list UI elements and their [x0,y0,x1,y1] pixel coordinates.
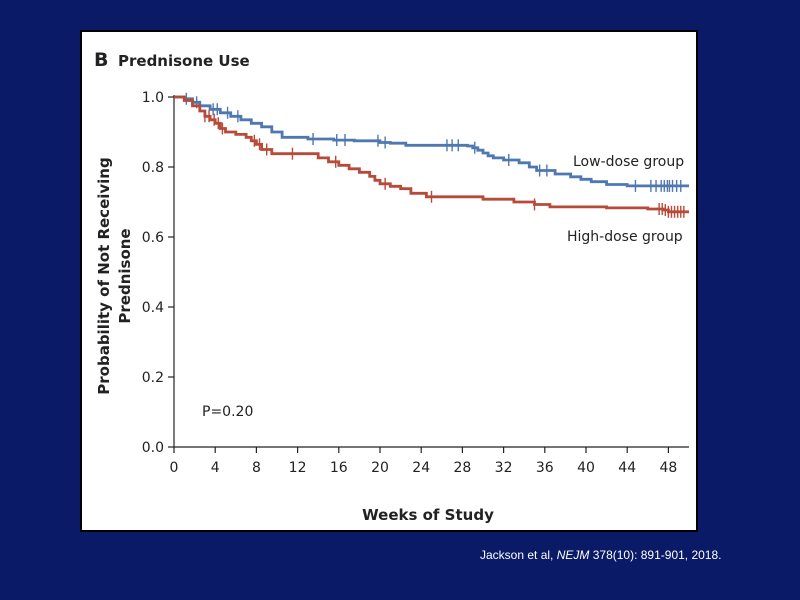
x-tick-label: 8 [252,460,261,476]
x-tick-label: 24 [412,460,430,476]
citation-details: 378(10): 891-901, 2018. [589,548,722,562]
series-high-dose [174,95,689,218]
chart-title: Prednisone Use [118,52,250,70]
y-tick-label: 0.2 [142,370,164,386]
y-tick-label: 0.6 [142,230,164,246]
x-axis-label: Weeks of Study [362,506,494,524]
y-tick-label: 0.4 [142,300,164,316]
x-tick-label: 0 [170,460,179,476]
x-tick-label: 12 [289,460,307,476]
series-label-low-dose: Low-dose group [573,154,684,170]
series-low-dose [174,92,689,192]
y-tick-label: 0.0 [142,440,164,456]
series-label-high-dose: High-dose group [567,229,683,245]
x-tick-label: 48 [659,460,677,476]
x-tick-label: 28 [453,460,471,476]
survival-curve [174,95,689,188]
panel-label: B [94,49,108,71]
km-chart: B Prednisone Use Probability of Not Rece… [94,49,689,524]
axes: 0 4 8 12 16 20 24 28 32 36 40 44 480.00.20.40.60.81.… [142,90,689,476]
p-value-annotation: P=0.20 [202,404,253,420]
x-tick-label: 16 [330,460,348,476]
citation-author: Jackson et al, [480,548,557,562]
x-tick-label: 44 [618,460,636,476]
y-tick-label: 1.0 [142,90,164,106]
x-tick-label: 36 [536,460,554,476]
x-tick-label: 4 [211,460,220,476]
citation-journal: NEJM [556,548,590,562]
x-tick-label: 32 [495,460,513,476]
x-tick-label: 40 [577,460,595,476]
chart-panel: B Prednisone Use Probability of Not Rece… [80,30,698,532]
y-tick-label: 0.8 [142,160,164,176]
y-axis-label-line2: Prednisone [116,228,134,323]
citation: Jackson et al, NEJM 378(10): 891-901, 20… [480,548,722,562]
x-tick-label: 20 [371,460,389,476]
series-layer [174,92,689,218]
y-axis-label-line1: Probability of Not Receiving [95,157,113,394]
